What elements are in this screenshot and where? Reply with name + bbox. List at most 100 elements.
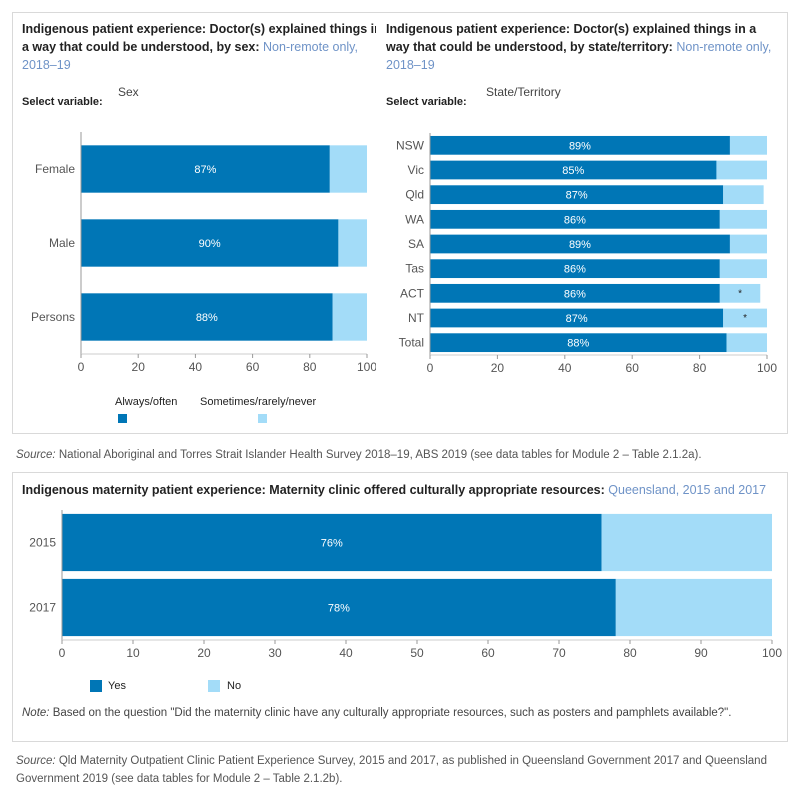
source-note-2: Source: Qld Maternity Outpatient Clinic … [16,755,767,785]
x-tick-label: 40 [189,360,203,374]
x-tick-label: 80 [303,360,317,374]
category-label: Persons [31,310,75,324]
data-label-flag: * [738,288,742,299]
chart-title-by-sex: Indigenous patient experience: Doctor(s)… [22,22,382,72]
x-tick-label: 70 [552,646,566,660]
legend-no-label: No [227,680,242,692]
bar-persons-1-primary [81,293,333,341]
bar-qld-2-secondary [723,185,764,205]
x-tick-label: 10 [126,646,140,660]
x-tick-label: 20 [132,360,146,374]
category-label: Female [35,162,75,176]
bar-vic-2-secondary [716,160,767,180]
data-label-flag: * [743,313,747,324]
chart-title-by-state: Indigenous patient experience: Doctor(s)… [386,22,772,72]
bar-nt-2-secondary [723,308,767,328]
data-label: 89% [569,140,591,152]
bar-male-1-primary [81,219,339,267]
bar-nt-2-primary [430,308,724,328]
data-label: 90% [199,238,221,250]
x-tick-label: 40 [558,361,572,375]
category-label: 2017 [29,601,56,615]
x-tick-label: 60 [246,360,260,374]
bar-total-2-primary [430,333,727,353]
category-label: Qld [405,188,424,202]
bar-total-2-secondary [726,333,767,353]
x-tick-label: 100 [357,360,377,374]
x-tick-label: 20 [491,361,505,375]
x-tick-label: 50 [410,646,424,660]
x-tick-label: 0 [427,361,434,375]
bar-wa-2-secondary [719,209,767,229]
x-tick-label: 30 [268,646,282,660]
select-variable-label: Select variable: [22,96,103,108]
bar-2015-3-secondary [601,513,772,572]
bar-chart-maternity: 2015 76% 2017 78% 0 10 20 30 40 50 60 70 80 90 100 [29,510,782,660]
category-label: NT [408,311,425,325]
bar-chart-by-state: NSW 89% Vic 85% Qld 87% WA 86% SA 89% Tas 86% ACT 86%… [396,133,777,375]
category-label: 2015 [29,536,56,550]
bar-tas-2-primary [430,259,720,279]
bar-2017-3-secondary [615,578,772,637]
bar-qld-2-primary [430,185,724,205]
x-tick-label: 100 [757,361,777,375]
x-tick-label: 0 [59,646,66,660]
category-label: Tas [405,262,424,276]
bar-2017-3-primary [62,578,616,637]
data-label: 87% [194,164,216,176]
bar-female-1-secondary [329,145,367,193]
legend-no-swatch[interactable] [208,680,220,692]
bar-tas-2-secondary [719,259,767,279]
x-tick-label: 80 [693,361,707,375]
legend-sometimes-swatch[interactable] [258,414,267,423]
bar-sa-2-secondary [729,234,767,254]
data-label: 88% [196,312,218,324]
legend-always-often-swatch[interactable] [118,414,127,423]
x-tick-label: 20 [197,646,211,660]
data-label: 78% [328,603,350,615]
note-maternity: Note: Based on the question "Did the mat… [22,707,732,719]
category-label: WA [405,212,424,226]
x-tick-label: 90 [694,646,708,660]
source-note-1: Source: National Aboriginal and Torres S… [16,449,702,461]
data-label: 76% [321,538,343,550]
bar-wa-2-primary [430,209,720,229]
data-label: 88% [567,338,589,350]
category-label: ACT [400,286,425,300]
bar-nsw-2-secondary [729,135,767,155]
legend-sometimes-label: Sometimes/rarely/never [200,396,317,408]
data-label: 86% [564,214,586,226]
bar-persons-1-secondary [332,293,367,341]
x-tick-label: 100 [762,646,782,660]
data-label: 85% [562,165,584,177]
select-variable-dropdown-2[interactable]: State/Territory [486,85,561,99]
x-tick-label: 40 [339,646,353,660]
bar-act-2-primary [430,283,720,303]
legend-yes-swatch[interactable] [90,680,102,692]
category-label: Total [399,336,424,350]
data-label: 89% [569,239,591,251]
select-variable-label-2: Select variable: [386,96,467,108]
select-variable-dropdown[interactable]: Sex [118,85,139,99]
x-tick-label: 60 [626,361,640,375]
bar-2015-3-primary [62,513,602,572]
data-label: 86% [564,288,586,300]
bar-male-1-secondary [338,219,367,267]
chart-title-maternity: Indigenous maternity patient experience:… [22,483,767,497]
bar-sa-2-primary [430,234,730,254]
category-label: Vic [408,163,424,177]
bar-female-1-primary [81,145,330,193]
x-tick-label: 60 [481,646,495,660]
category-label: Male [49,236,75,250]
category-label: NSW [396,138,425,152]
bar-chart-by-sex: Female 87% Male 90% Persons 88% 0 20 40 60 80 100 [31,132,377,374]
legend-yes-label: Yes [108,680,126,692]
legend-always-often-label: Always/often [115,396,178,408]
data-label: 87% [566,190,588,202]
bar-nsw-2-primary [430,135,730,155]
data-label: 86% [564,264,586,276]
x-tick-label: 0 [78,360,85,374]
bar-act-2-secondary [719,283,761,303]
x-tick-label: 80 [623,646,637,660]
data-label: 87% [566,313,588,325]
